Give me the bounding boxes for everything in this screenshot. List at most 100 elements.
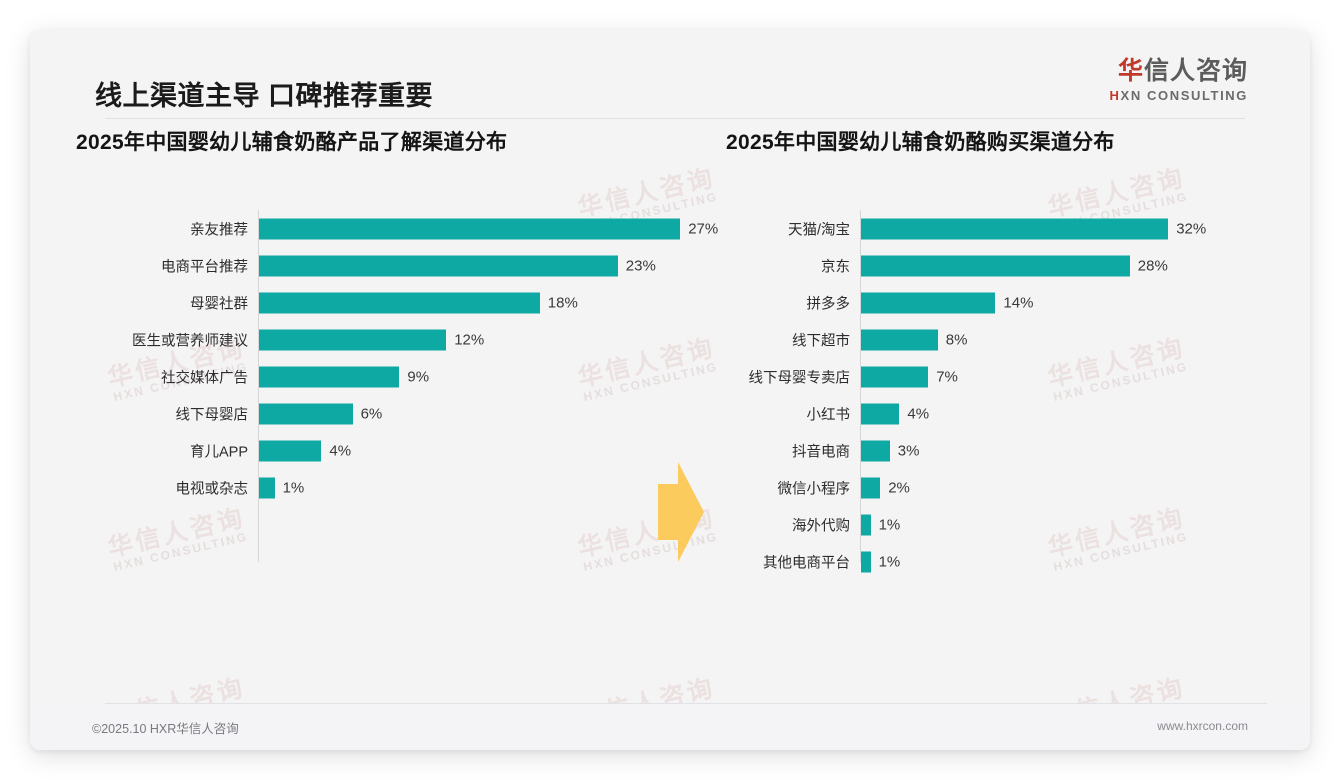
bar-category-label: 小红书 bbox=[806, 407, 851, 423]
bar-rows-left: 亲友推荐 27% 电商平台推荐 23% 母婴社群 18% 医生或营养师建议 12% 社交媒体广告… bbox=[48, 210, 718, 506]
bar-value-label: 8% bbox=[945, 331, 968, 348]
bar-category-label: 线下超市 bbox=[792, 333, 850, 349]
footer-bar: ©2025.10 HXR华信人咨询 www.hxrcon.com bbox=[30, 704, 1310, 750]
bar-row: 亲友推荐 27% bbox=[48, 210, 718, 247]
bar-category-label: 社交媒体广告 bbox=[161, 370, 248, 386]
bar-row: 社交媒体广告 9% bbox=[48, 358, 668, 395]
bar-value-label: 12% bbox=[454, 331, 485, 348]
bar-row: 线下超市 8% bbox=[710, 321, 1290, 358]
bar-value-label: 23% bbox=[625, 257, 656, 274]
bar-value-label: 27% bbox=[688, 220, 719, 237]
bar-category-label: 其他电商平台 bbox=[763, 555, 850, 571]
bar bbox=[861, 218, 1169, 239]
chart-awareness-channels: 2025年中国婴幼儿辅食奶酪产品了解渠道分布 亲友推荐 27% 电商平台推荐 23% 母… bbox=[48, 126, 718, 562]
bar bbox=[259, 255, 618, 276]
bar-category-label: 天猫/淘宝 bbox=[787, 222, 850, 238]
logo-english: HXN CONSULTING bbox=[1110, 88, 1248, 103]
bar-category-label: 线下母婴店 bbox=[175, 407, 249, 423]
bar-row: 小红书 4% bbox=[710, 395, 1290, 432]
bar-row: 其他电商平台 1% bbox=[710, 543, 1290, 580]
bar-category-label: 京东 bbox=[821, 259, 850, 275]
bar-value-label: 28% bbox=[1137, 257, 1168, 274]
bar-row: 拼多多 14% bbox=[710, 284, 1290, 321]
bar-row: 医生或营养师建议 12% bbox=[48, 321, 668, 358]
bar bbox=[861, 329, 938, 350]
bar bbox=[861, 255, 1130, 276]
plot-right: 天猫/淘宝 32% 京东 28% 拼多多 14% 线下超市 8% 线下母婴专卖店 7% 小红书 4% 抖… bbox=[710, 210, 1290, 580]
bar-value-label: 9% bbox=[407, 368, 430, 385]
bar-value-label: 1% bbox=[878, 553, 901, 570]
bar-value-label: 6% bbox=[360, 405, 383, 422]
logo-en-highlight: H bbox=[1109, 87, 1121, 103]
bar bbox=[259, 477, 275, 498]
bar-row: 天猫/淘宝 32% bbox=[710, 210, 1290, 247]
logo-en-rest: XN CONSULTING bbox=[1120, 87, 1248, 103]
axis-line-right bbox=[860, 210, 861, 562]
bar bbox=[861, 403, 900, 424]
bar bbox=[861, 292, 996, 313]
bar-row: 抖音电商 3% bbox=[710, 432, 1290, 469]
chart-purchase-channels: 2025年中国婴幼儿辅食奶酪购买渠道分布 天猫/淘宝 32% 京东 28% 拼多多 14%… bbox=[710, 126, 1290, 580]
bar-row: 母婴社群 18% bbox=[48, 284, 668, 321]
bar-category-label: 电商平台推荐 bbox=[161, 259, 248, 275]
bar-category-label: 海外代购 bbox=[792, 518, 850, 534]
logo-cn-highlight: 华 bbox=[1117, 57, 1144, 85]
bar-row: 电视或杂志 1% bbox=[48, 469, 668, 506]
bar-row: 微信小程序 2% bbox=[710, 469, 1290, 506]
bar-rows-right: 天猫/淘宝 32% 京东 28% 拼多多 14% 线下超市 8% 线下母婴专卖店 7% 小红书 4% 抖… bbox=[710, 210, 1290, 580]
bar-category-label: 育儿APP bbox=[189, 444, 248, 460]
bar bbox=[861, 551, 871, 572]
website-link[interactable]: www.hxrcon.com bbox=[1157, 719, 1248, 733]
bar-row: 线下母婴店 6% bbox=[48, 395, 668, 432]
bar bbox=[259, 292, 540, 313]
bar bbox=[861, 477, 881, 498]
slide-header: 线上渠道主导 口碑推荐重要 华信人咨询 HXN CONSULTING bbox=[30, 30, 1310, 120]
bar-value-label: 2% bbox=[888, 479, 910, 496]
bar-category-label: 亲友推荐 bbox=[190, 222, 248, 238]
company-logo: 华信人咨询 HXN CONSULTING bbox=[1110, 57, 1248, 103]
bar-value-label: 14% bbox=[1003, 294, 1034, 311]
bar-category-label: 医生或营养师建议 bbox=[132, 333, 248, 349]
bar-value-label: 1% bbox=[878, 516, 901, 533]
header-divider bbox=[105, 118, 1245, 119]
bar-value-label: 32% bbox=[1176, 220, 1207, 237]
bar bbox=[861, 366, 929, 387]
charts-area: 2025年中国婴幼儿辅食奶酪产品了解渠道分布 亲友推荐 27% 电商平台推荐 23% 母… bbox=[30, 126, 1310, 686]
chart-title-left: 2025年中国婴幼儿辅食奶酪产品了解渠道分布 bbox=[76, 131, 508, 154]
bar-value-label: 4% bbox=[329, 442, 352, 459]
bar bbox=[861, 440, 890, 461]
bar-value-label: 3% bbox=[897, 442, 920, 459]
bar-value-label: 1% bbox=[282, 479, 305, 496]
bar-row: 京东 28% bbox=[710, 247, 1290, 284]
bar bbox=[259, 366, 400, 387]
bar-category-label: 电视或杂志 bbox=[175, 481, 249, 497]
bar bbox=[259, 329, 447, 350]
right-arrow-icon bbox=[658, 462, 704, 562]
logo-cn-rest: 信人咨询 bbox=[1143, 57, 1248, 85]
bar-value-label: 7% bbox=[936, 368, 958, 385]
slide-card: 华信人咨询 HXN CONSULTING 华信人咨询 HXN CONSULTING 华信… bbox=[30, 30, 1310, 750]
footer-divider bbox=[105, 703, 1267, 704]
bar-row: 育儿APP 4% bbox=[48, 432, 668, 469]
bar-category-label: 拼多多 bbox=[806, 296, 851, 312]
axis-line-left bbox=[258, 210, 259, 562]
page-title: 线上渠道主导 口碑推荐重要 bbox=[95, 81, 434, 111]
chart-title-right: 2025年中国婴幼儿辅食奶酪购买渠道分布 bbox=[726, 131, 1115, 154]
bar-category-label: 母婴社群 bbox=[190, 296, 248, 312]
bar-category-label: 抖音电商 bbox=[792, 444, 850, 460]
bar-row: 电商平台推荐 23% bbox=[48, 247, 668, 284]
bar-value-label: 18% bbox=[547, 294, 578, 311]
bar-row: 线下母婴专卖店 7% bbox=[710, 358, 1290, 395]
bar-row: 海外代购 1% bbox=[710, 506, 1290, 543]
bar-category-label: 微信小程序 bbox=[777, 481, 851, 497]
bar bbox=[259, 218, 681, 239]
bar-value-label: 4% bbox=[907, 405, 930, 422]
bar bbox=[259, 403, 353, 424]
bar bbox=[259, 440, 322, 461]
bar bbox=[861, 514, 871, 535]
copyright-text: ©2025.10 HXR华信人咨询 bbox=[92, 722, 239, 736]
logo-chinese: 华信人咨询 bbox=[1110, 57, 1248, 86]
bar-category-label: 线下母婴专卖店 bbox=[748, 370, 851, 386]
plot-left: 亲友推荐 27% 电商平台推荐 23% 母婴社群 18% 医生或营养师建议 12% 社交媒体广告… bbox=[48, 210, 718, 562]
